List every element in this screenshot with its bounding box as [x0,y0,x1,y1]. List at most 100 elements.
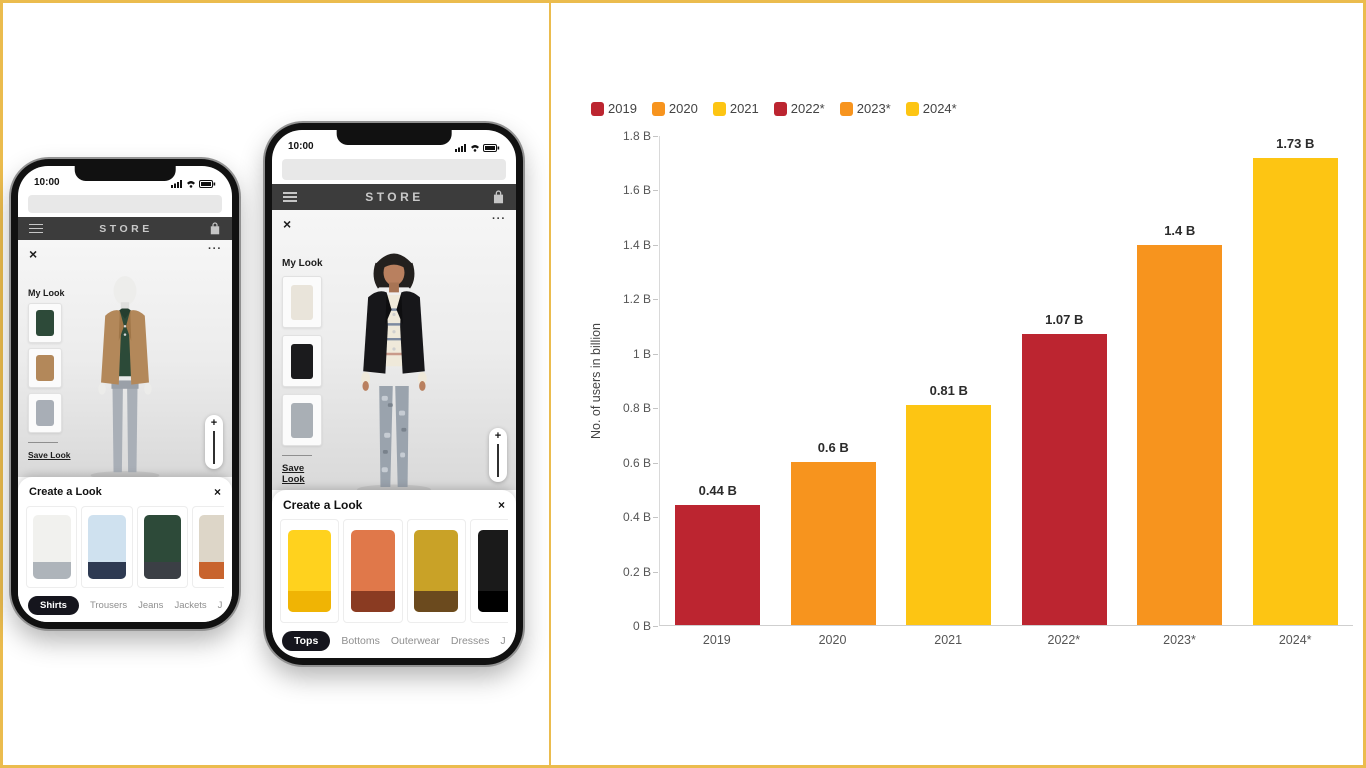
legend-label: 2024* [922,101,957,116]
close-icon[interactable]: × [213,485,221,499]
legend-swatch [839,101,853,116]
category-chip-tops[interactable]: Tops [282,631,331,651]
zoom-slider-track[interactable] [213,431,215,464]
garment-accent [477,590,508,612]
product-white-shirt[interactable] [26,506,78,588]
tan-jacket-thumb[interactable] [28,348,62,388]
avatar-model[interactable] [332,248,455,490]
bar-column: 1.73 B [1238,136,1353,625]
bag-icon[interactable] [492,190,505,204]
x-tick-label: 2019 [702,633,731,647]
category-chip-dresses[interactable]: Dresses [450,635,490,647]
search-region [18,190,232,217]
product-green-polo[interactable] [136,506,189,588]
sheet-header: Create a Look × [26,485,224,506]
legend-swatch [712,101,726,116]
bar-2019[interactable] [675,505,761,625]
bar-column: 1.07 B [1007,136,1122,625]
striped-outfit-thumb[interactable] [282,276,322,328]
category-chip-j[interactable]: J [217,600,223,611]
bar-value-label: 0.81 B [929,382,968,398]
product-carousel [280,519,508,623]
avatar-mannequin[interactable] [73,272,177,477]
y-tick-label: 0.2 B [622,564,659,579]
bag-icon[interactable] [209,222,221,235]
menu-icon[interactable] [29,221,43,235]
bar-2021[interactable] [906,404,992,625]
create-look-sheet: Create a Look × Shirts Trousers Jeans Jacke… [18,477,232,622]
status-icons [455,144,500,152]
product-yellow-camisole[interactable] [280,519,340,623]
bar-2020[interactable] [790,462,876,625]
signal-icon [171,180,182,188]
bar-value-label: 1.07 B [1045,312,1084,328]
battery-icon [199,180,216,188]
search-bar[interactable] [282,159,506,180]
close-icon[interactable]: × [497,498,505,512]
zoom-plus-icon[interactable]: + [210,417,218,429]
garment-image [35,354,55,382]
bar-column: 0.6 B [776,136,891,625]
gray-trousers-thumb[interactable] [28,393,62,433]
save-look-link[interactable]: Save Look [28,450,71,460]
zoom-plus-icon[interactable]: + [494,430,502,442]
garment-image [351,530,395,612]
category-chip-trousers[interactable]: Trousers [89,600,128,611]
legend-item: 2023* [839,101,891,116]
category-chip-shirts[interactable]: Shirts [28,596,79,615]
y-tick-label: 1.8 B [622,129,659,143]
category-chip-bottoms[interactable]: Bottoms [341,635,380,647]
zoom-slider[interactable]: + [205,415,223,469]
product-patterned-shirt[interactable] [192,506,224,588]
x-tick-label: 2024* [1278,633,1312,647]
menu-icon[interactable] [283,190,297,204]
bar-2022*[interactable] [1021,334,1107,625]
app-header: STORE [272,184,516,210]
zoom-slider-track[interactable] [497,444,499,477]
legend-label: 2022* [790,101,825,116]
app-header: STORE [18,217,232,240]
bar-2024*[interactable] [1252,158,1338,625]
green-polo-thumb[interactable] [28,303,62,343]
category-chip-jeans[interactable]: Jeans [138,600,164,611]
y-tick-label: 1.6 B [622,183,659,198]
wifi-icon [471,145,479,152]
more-options-icon[interactable]: ··· [208,243,222,255]
garment-image [414,530,458,612]
wifi-icon [187,181,195,188]
y-axis-title-column: No. of users in billion [585,136,607,626]
close-icon[interactable]: × [283,216,292,232]
y-axis-title: No. of users in billion [589,322,603,440]
legend-swatch [591,101,604,116]
garment-accent [414,590,458,612]
gray-pants-thumb[interactable] [282,394,322,446]
category-chip-outerwear[interactable]: Outerwear [390,635,440,647]
category-chip-jackets[interactable]: Jackets [174,600,207,611]
save-look-link[interactable]: Save Look [282,463,305,485]
bar-column: 0.81 B [891,136,1006,625]
status-time: 10:00 [288,141,314,152]
product-patterned-blouse[interactable] [343,519,403,623]
sheet-header: Create a Look × [280,498,508,519]
garment-image [477,530,508,612]
legend-label: 2021 [729,101,759,116]
x-tick-label: 2022* [1047,633,1081,647]
my-look-panel: My Look Save Look [282,258,328,487]
bar-2023*[interactable] [1137,244,1223,625]
close-icon[interactable]: × [29,246,38,262]
black-jacket-thumb[interactable] [282,335,322,387]
product-light-blue-shirt[interactable] [81,506,133,588]
search-bar[interactable] [28,195,222,213]
product-carousel [26,506,224,588]
x-tick-label: 2020 [818,633,847,647]
category-chip-j[interactable]: J [500,635,506,647]
zoom-slider[interactable]: + [489,428,507,482]
product-black-top[interactable] [469,519,508,623]
legend-item: 2022* [773,101,825,116]
legend-label: 2020 [668,101,698,116]
avatar-view: × ··· [272,210,516,490]
phone-screen: 10:00 STORE × ··· [272,130,516,658]
more-options-icon[interactable]: ··· [492,213,506,225]
product-embellished-crop-top[interactable] [406,519,466,623]
